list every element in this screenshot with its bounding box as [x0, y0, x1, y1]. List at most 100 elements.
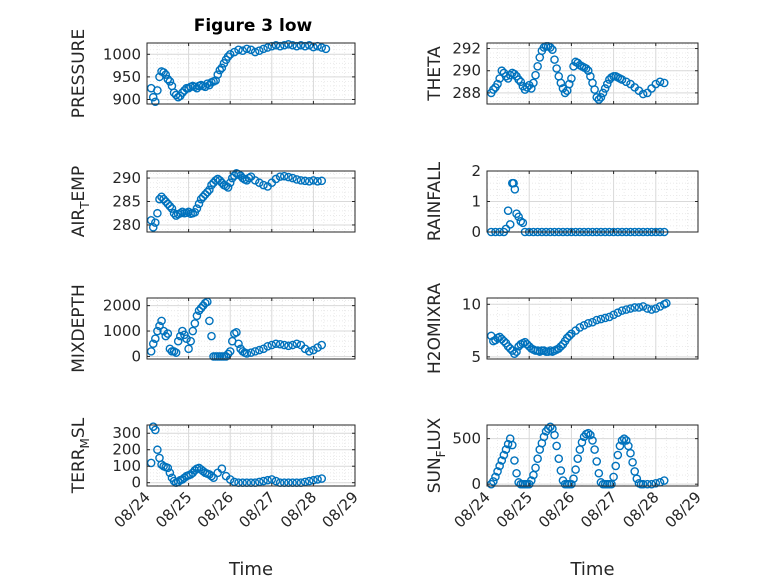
data-point	[600, 84, 610, 93]
data-point	[151, 97, 160, 107]
y-tick-label: 290	[112, 169, 141, 187]
data-point	[497, 456, 507, 465]
y-tick-label: 900	[112, 90, 141, 108]
data-point	[613, 308, 623, 318]
data-point	[564, 331, 574, 341]
data-point	[217, 63, 227, 73]
data-point	[317, 176, 327, 186]
y-axis-label: THETA	[425, 46, 445, 102]
data-point	[651, 79, 661, 89]
data-point	[550, 430, 559, 440]
data-point	[634, 303, 644, 312]
data-point	[186, 336, 195, 346]
data-point	[518, 218, 528, 228]
data-point	[619, 434, 629, 443]
subplot-6: 5 10 H2OMIXRA	[425, 283, 699, 374]
y-tick-label: 0	[471, 223, 481, 241]
data-point	[234, 45, 243, 55]
data-point	[292, 339, 302, 349]
data-point	[510, 184, 520, 194]
data-point	[533, 454, 542, 463]
data-point	[594, 468, 604, 478]
y-tick-label: 0	[131, 347, 141, 365]
data-point	[242, 349, 252, 358]
y-tick-label: 10	[462, 295, 481, 313]
data-point	[503, 439, 513, 449]
data-point	[173, 336, 183, 346]
data-point	[497, 66, 507, 76]
data-point	[493, 467, 502, 476]
data-point	[583, 318, 593, 328]
data-point	[596, 93, 606, 102]
data-point	[617, 75, 627, 84]
data-point	[577, 437, 587, 447]
data-point	[203, 187, 212, 197]
data-point	[609, 310, 618, 320]
y-tick-label: 300	[112, 424, 141, 442]
data-point	[153, 326, 162, 336]
data-point	[489, 85, 498, 94]
y-tick-label: 285	[112, 193, 141, 211]
data-point	[196, 194, 206, 204]
data-point	[531, 70, 540, 80]
data-point	[643, 304, 652, 313]
data-point	[569, 474, 578, 484]
data-point	[510, 349, 519, 359]
y-tick-label: 200	[112, 441, 141, 459]
data-point	[313, 475, 322, 484]
data-point	[510, 69, 519, 79]
data-point	[628, 458, 637, 467]
data-point	[592, 457, 602, 466]
data-point	[615, 441, 625, 451]
data-point	[503, 206, 513, 215]
x-tick-label: 08/26	[535, 488, 578, 531]
data-series	[146, 169, 327, 232]
data-point	[271, 40, 281, 50]
y-tick-label: 290	[452, 62, 481, 80]
data-point	[317, 340, 327, 350]
data-point	[230, 47, 239, 57]
data-point	[567, 479, 576, 489]
data-point	[215, 176, 225, 185]
data-point	[556, 466, 566, 475]
data-point	[288, 40, 297, 50]
data-point	[617, 436, 627, 445]
data-point	[626, 448, 635, 458]
y-axis-label: H2OMIXRA	[425, 283, 445, 374]
data-point	[304, 40, 314, 50]
data-point	[558, 84, 568, 93]
y-tick-label: 292	[452, 40, 481, 58]
y-tick-label: 500	[452, 430, 481, 448]
data-point	[531, 463, 540, 473]
data-point	[161, 331, 171, 341]
y-tick-label: 1000	[103, 322, 141, 340]
data-point	[594, 95, 604, 104]
y-tick-label: 0	[131, 474, 141, 492]
x-tick-label: 08/25	[152, 488, 195, 531]
data-point	[165, 77, 175, 86]
x-tick-label: 08/29	[662, 488, 705, 531]
data-point	[596, 314, 606, 324]
data-point	[246, 348, 256, 357]
data-point	[221, 352, 231, 361]
data-point	[275, 172, 285, 181]
data-point	[659, 78, 669, 88]
data-point	[516, 77, 526, 87]
data-point	[556, 78, 566, 88]
data-point	[279, 340, 289, 350]
data-point	[643, 479, 652, 489]
data-point	[491, 472, 500, 482]
data-point	[184, 83, 193, 93]
data-point	[267, 340, 277, 350]
data-point	[153, 86, 162, 95]
data-point	[169, 208, 179, 218]
data-point	[148, 339, 158, 349]
data-point	[304, 476, 314, 486]
axes-box	[146, 42, 356, 105]
data-point	[284, 40, 293, 49]
data-point	[651, 304, 661, 313]
data-point	[552, 64, 561, 73]
figure-title: Figure 3 low	[194, 16, 313, 36]
data-point	[304, 347, 314, 356]
